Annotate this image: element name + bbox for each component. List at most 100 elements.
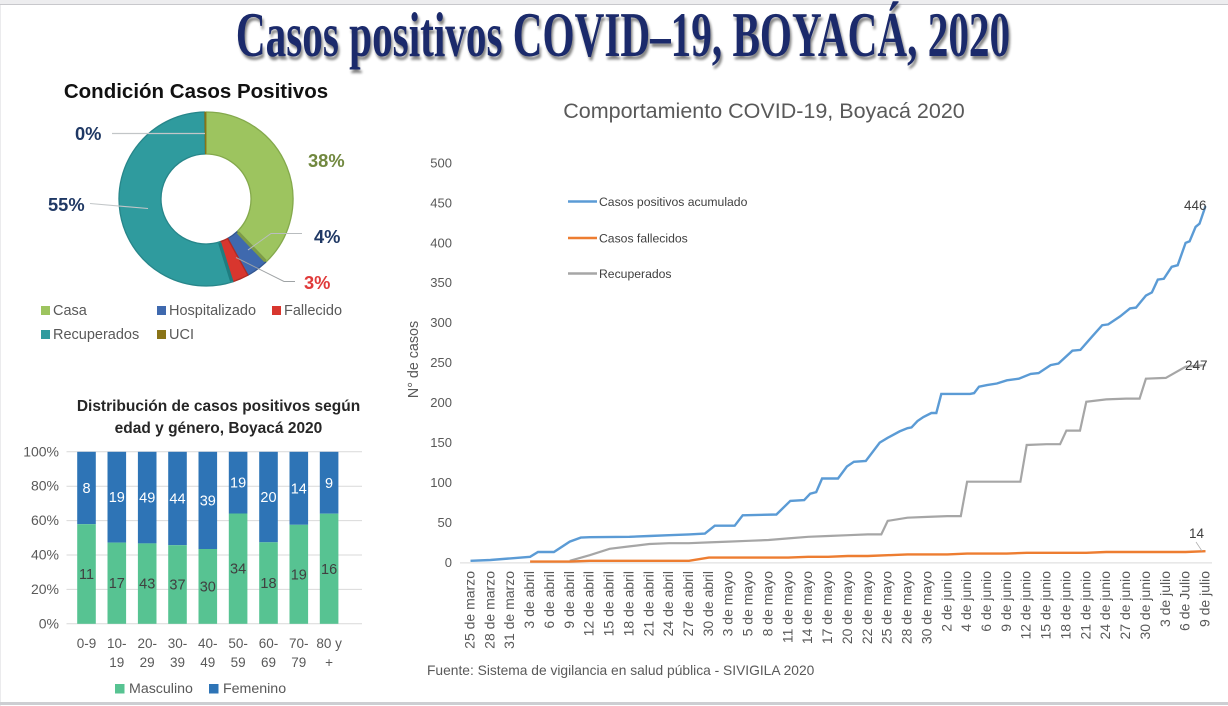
svg-text:8: 8 [82, 481, 90, 497]
svg-text:21 de abril: 21 de abril [640, 571, 656, 636]
svg-text:100: 100 [430, 475, 452, 490]
svg-text:49: 49 [200, 655, 215, 670]
svg-text:446: 446 [1184, 198, 1207, 213]
svg-text:0-9: 0-9 [77, 636, 97, 651]
svg-text:N° de casos: N° de casos [406, 321, 422, 398]
svg-text:Casos fallecidos: Casos fallecidos [599, 231, 688, 245]
svg-text:0%: 0% [75, 123, 101, 144]
svg-text:28 de mayo: 28 de mayo [899, 571, 915, 644]
svg-text:70-: 70- [289, 636, 309, 651]
svg-text:9 de junio: 9 de junio [998, 571, 1014, 632]
svg-text:12 de abril: 12 de abril [581, 571, 597, 636]
svg-text:6 de abril: 6 de abril [541, 571, 557, 629]
svg-text:20: 20 [260, 490, 276, 506]
svg-text:30-: 30- [168, 636, 188, 651]
svg-text:+: + [325, 655, 333, 670]
svg-text:300: 300 [430, 315, 452, 330]
svg-text:8 de mayo: 8 de mayo [760, 571, 776, 637]
svg-text:39: 39 [170, 655, 185, 670]
svg-text:3 de mayo: 3 de mayo [720, 571, 736, 637]
svg-text:19: 19 [291, 567, 307, 583]
svg-text:39: 39 [200, 493, 216, 509]
svg-text:30: 30 [200, 579, 216, 595]
svg-text:25 de marzo: 25 de marzo [462, 571, 478, 649]
svg-text:18: 18 [260, 576, 276, 592]
svg-text:Casos positivos acumulado: Casos positivos acumulado [599, 195, 748, 209]
svg-text:400: 400 [430, 235, 452, 250]
svg-text:38%: 38% [308, 150, 345, 171]
svg-text:9 de julio: 9 de julio [1197, 571, 1213, 627]
svg-text:450: 450 [430, 195, 452, 210]
svg-text:14 de mayo: 14 de mayo [799, 571, 815, 644]
svg-text:0: 0 [445, 555, 452, 570]
svg-text:20%: 20% [31, 581, 59, 597]
svg-text:34: 34 [230, 562, 246, 578]
svg-text:200: 200 [430, 395, 452, 410]
svg-text:3 de julio: 3 de julio [1157, 571, 1173, 627]
svg-text:30 de abril: 30 de abril [700, 571, 716, 636]
svg-text:80%: 80% [31, 478, 59, 494]
svg-text:79: 79 [291, 655, 306, 670]
svg-text:14: 14 [291, 481, 307, 497]
svg-text:6 de junio: 6 de junio [978, 571, 994, 632]
svg-text:15 de abril: 15 de abril [601, 571, 617, 636]
svg-text:17: 17 [109, 576, 125, 592]
svg-text:250: 250 [430, 355, 452, 370]
svg-text:19: 19 [109, 490, 125, 506]
svg-text:9 de abril: 9 de abril [561, 571, 577, 629]
svg-text:10-: 10- [107, 636, 127, 651]
svg-text:80 y: 80 y [316, 636, 342, 651]
svg-text:100%: 100% [23, 443, 59, 459]
svg-text:11 de mayo: 11 de mayo [779, 571, 795, 643]
svg-text:28 de marzo: 28 de marzo [481, 571, 497, 649]
svg-text:21 de junio: 21 de junio [1077, 571, 1093, 640]
svg-text:27 de abril: 27 de abril [680, 571, 696, 636]
svg-text:17 de mayo: 17 de mayo [819, 571, 835, 644]
svg-text:27 de junio: 27 de junio [1117, 571, 1133, 640]
svg-text:20-: 20- [137, 636, 157, 651]
svg-text:Femenino: Femenino [223, 681, 286, 697]
svg-text:5 de mayo: 5 de mayo [740, 571, 756, 637]
svg-text:40%: 40% [31, 547, 59, 563]
svg-text:60-: 60- [259, 636, 279, 651]
svg-text:15 de junio: 15 de junio [1038, 571, 1054, 640]
svg-text:55%: 55% [48, 194, 85, 215]
svg-text:3 de abril: 3 de abril [521, 571, 537, 629]
svg-text:50-: 50- [228, 636, 248, 651]
svg-text:44: 44 [169, 492, 185, 508]
svg-text:69: 69 [261, 655, 276, 670]
svg-text:29: 29 [140, 655, 155, 670]
svg-text:247: 247 [1185, 358, 1208, 373]
svg-text:50: 50 [438, 515, 452, 530]
svg-text:49: 49 [139, 491, 155, 507]
svg-text:9: 9 [325, 476, 333, 492]
svg-text:31 de marzo: 31 de marzo [501, 571, 517, 649]
svg-text:18 de abril: 18 de abril [620, 571, 636, 636]
svg-text:0%: 0% [39, 615, 59, 631]
svg-text:3%: 3% [304, 272, 330, 293]
svg-text:19: 19 [109, 655, 124, 670]
svg-text:Masculino: Masculino [129, 681, 193, 697]
svg-text:14: 14 [1189, 526, 1205, 541]
svg-text:4 de junio: 4 de junio [958, 571, 974, 632]
svg-text:4%: 4% [314, 226, 340, 247]
svg-text:25 de mayo: 25 de mayo [879, 571, 895, 644]
svg-text:2 de junio: 2 de junio [938, 571, 954, 632]
svg-text:24 de abril: 24 de abril [660, 571, 676, 636]
svg-text:20 de mayo: 20 de mayo [839, 571, 855, 644]
svg-text:43: 43 [139, 577, 155, 593]
svg-text:12 de junio: 12 de junio [1018, 571, 1034, 640]
svg-text:40-: 40- [198, 636, 218, 651]
svg-text:16: 16 [321, 562, 337, 578]
svg-text:150: 150 [430, 435, 452, 450]
svg-text:60%: 60% [31, 512, 59, 528]
svg-text:30 de mayo: 30 de mayo [918, 571, 934, 644]
svg-text:350: 350 [430, 275, 452, 290]
svg-text:59: 59 [231, 655, 246, 670]
svg-text:22 de mayo: 22 de mayo [859, 571, 875, 644]
svg-text:30 de junio: 30 de junio [1137, 571, 1153, 640]
svg-text:500: 500 [430, 155, 452, 170]
svg-text:19: 19 [230, 476, 246, 492]
svg-text:18 de junio: 18 de junio [1057, 571, 1073, 640]
svg-text:6 de Julio: 6 de Julio [1177, 571, 1193, 631]
